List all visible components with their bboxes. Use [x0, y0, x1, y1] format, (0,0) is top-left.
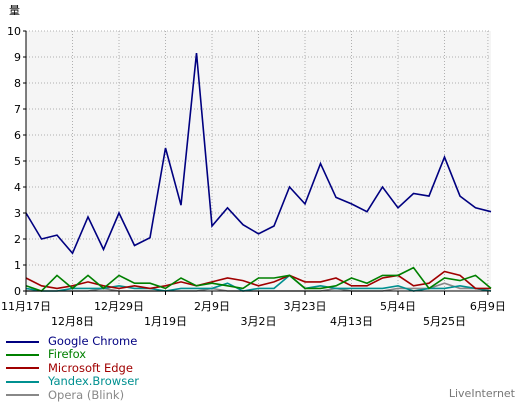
y-tick-label: 5	[14, 155, 21, 168]
y-tick-label: 0	[14, 285, 21, 298]
legend-swatch	[6, 367, 39, 370]
axes: 0 1 2 3 4 5 6 7 8 9 10 11月17日 12月29日 2月9日 3月23日 5月4日 6月9…	[1, 25, 506, 328]
legend-label: Yandex.Browser	[48, 374, 140, 389]
legend-item: Google Chrome	[6, 334, 139, 348]
x-tick-label: 2月9日	[194, 300, 230, 313]
legend-swatch	[6, 340, 39, 343]
x-tick-label: 5月4日	[380, 300, 416, 313]
legend-label: Firefox	[48, 347, 87, 362]
grid	[25, 30, 491, 291]
series-line	[25, 270, 491, 290]
x-tick-label: 6月9日	[470, 300, 506, 313]
legend-item: Yandex.Browser	[6, 374, 140, 389]
y-tick-label: 1	[14, 259, 21, 272]
y-tick-label: 10	[7, 25, 21, 38]
x-tick-label: 5月25日	[423, 315, 466, 328]
y-tick-label: 7	[14, 103, 21, 116]
watermark: LiveInternet	[448, 387, 515, 400]
y-tick-label: 4	[14, 181, 21, 194]
series-line	[25, 53, 492, 255]
series-line	[25, 266, 492, 292]
legend-swatch	[6, 354, 39, 357]
x-tick-label: 4月13日	[330, 315, 373, 328]
x-tick-label: 11月17日	[1, 300, 51, 313]
x-tick-label: 1月19日	[144, 315, 187, 328]
legend-label: Google Chrome	[48, 334, 138, 348]
x-tick-label: 12月29日	[94, 300, 144, 313]
chart: 0 1 2 3 4 5 6 7 8 9 10 11月17日 12月29日 2月9日 3月23日 5月4日 6月9…	[1, 4, 506, 328]
legend-item: Firefox	[6, 347, 139, 362]
y-tick-label: 6	[14, 129, 21, 142]
x-tick-label: 3月2日	[241, 315, 277, 328]
y-tick-label: 9	[14, 51, 21, 64]
legend-item: Microsoft Edge	[6, 360, 139, 375]
y-axis-label: 量	[9, 4, 20, 17]
legend: Google Chrome Firefox Microsoft Edge Yandex…	[6, 334, 140, 402]
y-tick-label: 8	[14, 77, 21, 90]
x-tick-label: 12月8日	[51, 315, 94, 328]
x-tick-label: 3月23日	[284, 300, 327, 313]
legend-label: Microsoft Edge	[48, 360, 133, 375]
legend-item: Opera (Blink)	[6, 387, 139, 402]
y-tick-label: 3	[14, 207, 21, 220]
y-tick-label: 2	[14, 233, 21, 246]
legend-swatch	[6, 394, 39, 397]
legend-label: Opera (Blink)	[48, 387, 125, 402]
legend-swatch	[6, 380, 39, 383]
